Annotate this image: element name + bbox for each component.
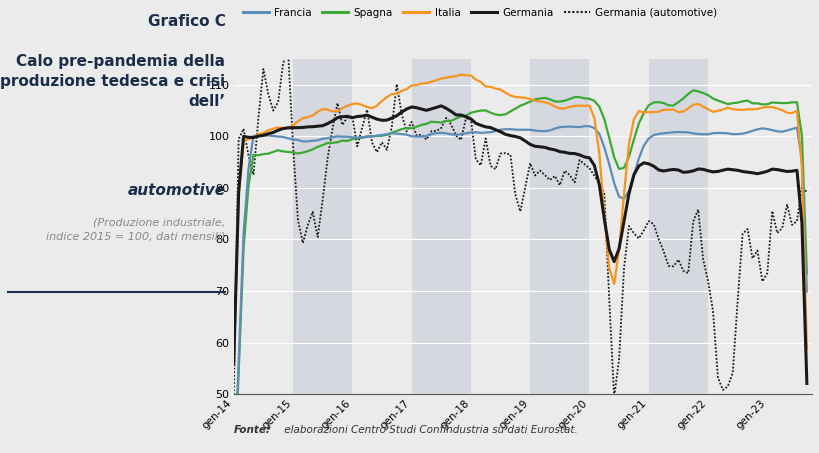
Bar <box>411 59 470 394</box>
Text: Calo pre-pandemia della
produzione tedesca e crisi
dell’: Calo pre-pandemia della produzione tedes… <box>0 54 225 109</box>
Text: Grafico C: Grafico C <box>147 14 225 29</box>
Text: Fonte:: Fonte: <box>233 425 270 435</box>
Text: elaborazioni Centro Studi Confindustria su dati Eurostat.: elaborazioni Centro Studi Confindustria … <box>281 425 577 435</box>
Bar <box>530 59 589 394</box>
Text: (Produzione industriale,
indice 2015 = 100, dati mensili): (Produzione industriale, indice 2015 = 1… <box>46 217 225 241</box>
Legend: Francia, Spagna, Italia, Germania, Germania (automotive): Francia, Spagna, Italia, Germania, Germa… <box>238 4 721 22</box>
Bar <box>648 59 707 394</box>
Text: automotive: automotive <box>127 183 225 198</box>
Bar <box>292 59 352 394</box>
